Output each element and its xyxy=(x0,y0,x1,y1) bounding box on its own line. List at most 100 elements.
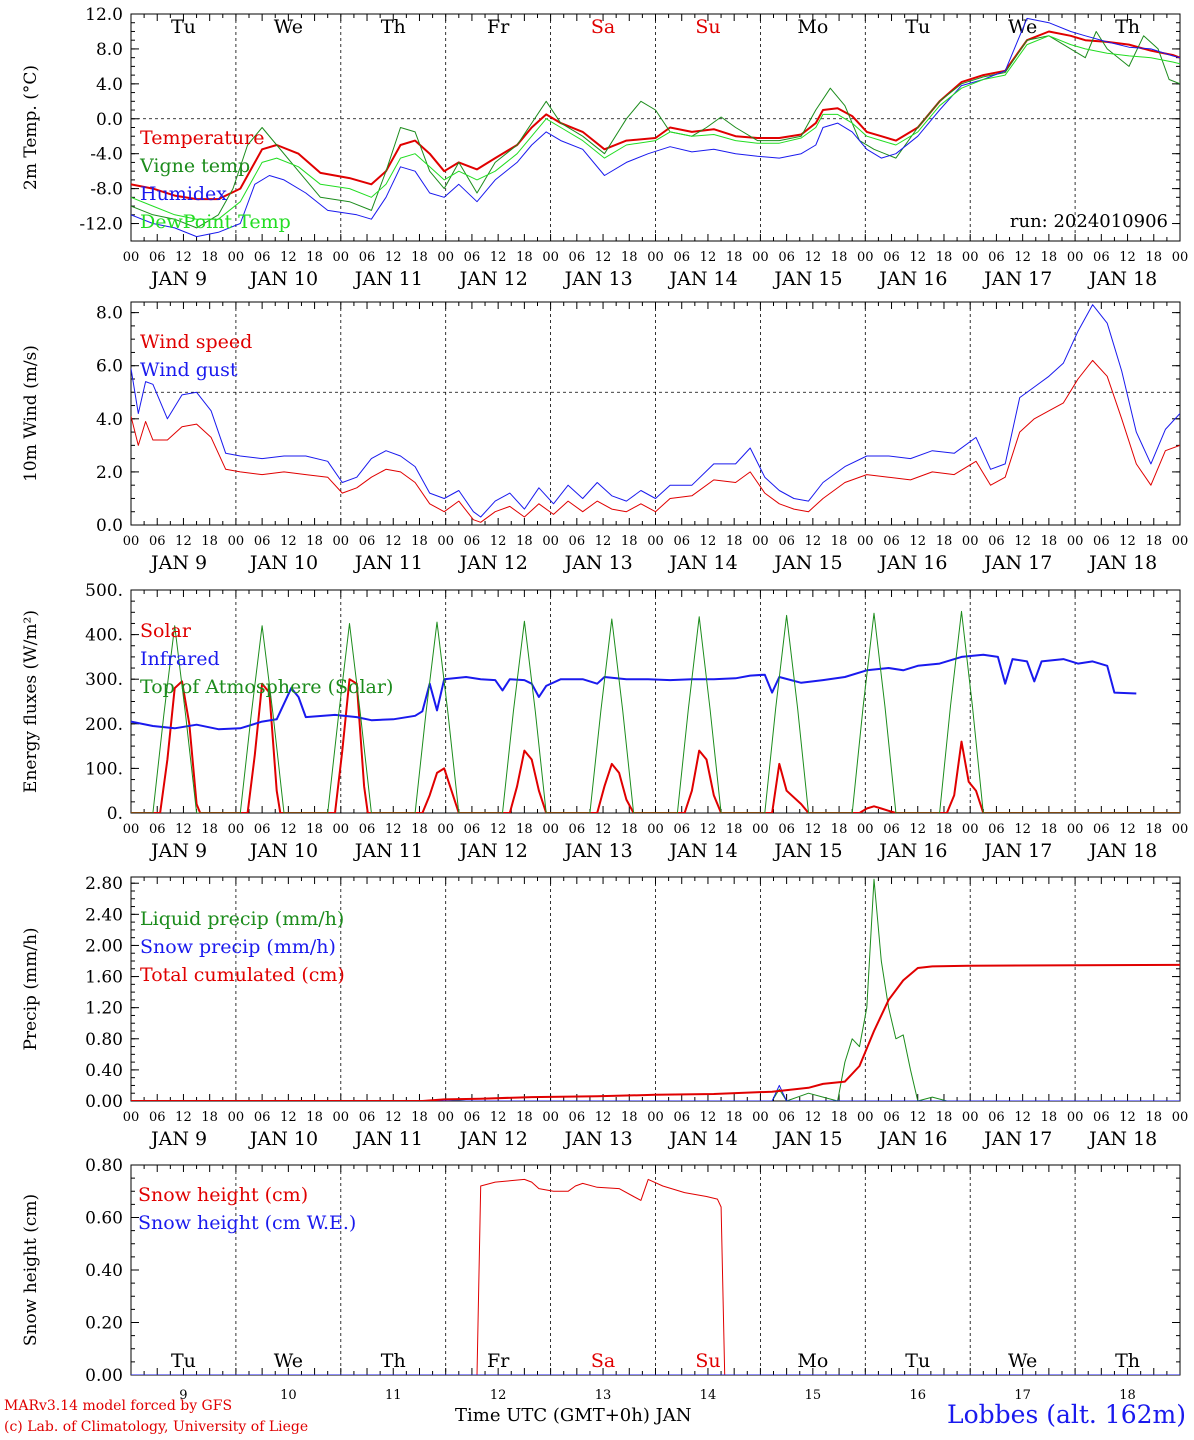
x-hour-label: 18 xyxy=(621,822,638,837)
x-hour-label: 18 xyxy=(831,250,848,265)
y-axis-label: Energy fluxes (W/m²) xyxy=(21,610,41,793)
x-hour-label: 06 xyxy=(1093,822,1110,837)
x-hour-label: 12 xyxy=(175,822,192,837)
x-hour-label: 00 xyxy=(228,534,245,549)
x-day-label: JAN 9 xyxy=(149,268,207,290)
x-day-label: JAN 18 xyxy=(1087,268,1157,290)
weekday-label: Th xyxy=(1115,16,1140,38)
x-hour-label: 06 xyxy=(1093,1110,1110,1125)
weekday-label: Mo xyxy=(797,1350,828,1372)
x-hour-label: 12 xyxy=(1014,822,1031,837)
legend-entry: Snow height (cm W.E.) xyxy=(138,1212,356,1234)
x-axis-title: Time UTC (GMT+0h) JAN xyxy=(455,1405,692,1426)
x-hour-label: 18 xyxy=(201,250,218,265)
legend-entry: Temperature xyxy=(140,127,264,149)
y-tick-label: 2.00 xyxy=(85,936,123,956)
y-tick-label: 0.00 xyxy=(85,1366,123,1386)
x-hour-label: 18 xyxy=(1041,822,1058,837)
x-hour-label: 12 xyxy=(1119,250,1136,265)
legend-entry: Top of Atmosphere (Solar) xyxy=(140,676,393,698)
x-day-label: JAN 9 xyxy=(149,840,207,862)
series-line-liquid-precip-mm-h- xyxy=(131,878,1180,1101)
x-day-label: JAN 15 xyxy=(772,1128,842,1150)
x-hour-label: 06 xyxy=(254,1110,271,1125)
weekday-label: Tu xyxy=(905,1350,930,1372)
x-hour-label: 06 xyxy=(673,534,690,549)
weekday-label: Th xyxy=(1115,1350,1140,1372)
x-hour-label: 00 xyxy=(857,250,874,265)
legend-entry: Wind gust xyxy=(140,359,238,381)
weekday-label: Th xyxy=(381,16,406,38)
x-hour-label: 18 xyxy=(936,1110,953,1125)
y-axis-label: Precip (mm/h) xyxy=(21,927,41,1050)
x-day-label: JAN 16 xyxy=(877,1128,947,1150)
x-hour-label: 12 xyxy=(175,250,192,265)
x-hour-label: 06 xyxy=(254,822,271,837)
x-hour-label: 06 xyxy=(1093,534,1110,549)
x-day-label: JAN 10 xyxy=(248,1128,318,1150)
x-day-label: JAN 14 xyxy=(667,840,737,862)
x-day-label: JAN 15 xyxy=(772,840,842,862)
x-hour-label: 06 xyxy=(988,822,1005,837)
x-hour-label: 00 xyxy=(1172,250,1189,265)
x-hour-label: 06 xyxy=(673,1110,690,1125)
weekday-label: We xyxy=(274,16,303,38)
x-hour-label: 00 xyxy=(647,1110,664,1125)
x-hour-label: 06 xyxy=(569,822,586,837)
x-day-label: JAN 11 xyxy=(353,552,423,574)
series-line-snow-precip-mm-h- xyxy=(131,1084,1180,1101)
x-hour-label: 06 xyxy=(883,534,900,549)
x-hour-label: 00 xyxy=(647,822,664,837)
x-hour-label: 00 xyxy=(333,534,350,549)
x-hour-label: 06 xyxy=(149,534,166,549)
x-hour-label: 12 xyxy=(909,1110,926,1125)
x-hour-label: 00 xyxy=(962,250,979,265)
x-hour-label: 00 xyxy=(647,250,664,265)
x-hour-label: 18 xyxy=(411,822,428,837)
x-hour-label: 00 xyxy=(228,822,245,837)
x-hour-label: 18 xyxy=(306,822,323,837)
x-day-label: JAN 11 xyxy=(353,268,423,290)
x-hour-label: 18 xyxy=(306,534,323,549)
x-hour-label: 12 xyxy=(490,250,507,265)
x-hour-label: 12 xyxy=(175,1110,192,1125)
weekday-label: Sa xyxy=(591,1350,615,1372)
y-tick-label: 0.80 xyxy=(85,1156,123,1176)
x-hour-label: 18 xyxy=(306,1110,323,1125)
x-hour-label: 12 xyxy=(700,534,717,549)
y-tick-label: 2.80 xyxy=(85,874,123,894)
chart-temp: 12.0 8.0 4.0 0.0 -4.0 -8.0 -12.0 2m Temp. (°C) T… xyxy=(21,5,1188,290)
y-axis-label: Snow height (cm) xyxy=(21,1194,41,1346)
x-day-number: 12 xyxy=(490,1388,507,1403)
weekday-label: We xyxy=(274,1350,303,1372)
x-hour-label: 00 xyxy=(1172,534,1189,549)
station-label: Lobbes (alt. 162m) xyxy=(946,1400,1186,1429)
x-hour-label: 00 xyxy=(437,250,454,265)
run-label: run: 2024010906 xyxy=(1010,211,1168,232)
legend-entry: Vigne temp xyxy=(139,155,250,177)
x-hour-label: 12 xyxy=(595,822,612,837)
x-hour-label: 12 xyxy=(700,250,717,265)
x-hour-label: 06 xyxy=(464,822,481,837)
x-hour-label: 06 xyxy=(778,1110,795,1125)
x-hour-label: 12 xyxy=(700,1110,717,1125)
legend-entry: Solar xyxy=(140,620,192,642)
x-hour-label: 18 xyxy=(306,250,323,265)
x-hour-label: 00 xyxy=(752,250,769,265)
x-hour-label: 00 xyxy=(542,250,559,265)
series-line-dewpoint-temp xyxy=(131,35,1180,220)
y-tick-label: 2.0 xyxy=(96,463,123,483)
x-hour-label: 06 xyxy=(149,822,166,837)
x-hour-label: 06 xyxy=(673,822,690,837)
x-day-label: JAN 15 xyxy=(772,268,842,290)
x-day-label: JAN 12 xyxy=(458,840,528,862)
x-hour-label: 18 xyxy=(936,534,953,549)
chart-snow: 0.80 0.60 0.40 0.20 0.00 Snow height (cm) Tu We… xyxy=(21,1156,1181,1403)
x-hour-label: 12 xyxy=(700,822,717,837)
series-line-temperature xyxy=(131,30,1180,201)
weekday-label: Su xyxy=(695,1350,720,1372)
weekday-label: Mo xyxy=(797,16,828,38)
x-hour-label: 00 xyxy=(542,1110,559,1125)
x-day-label: JAN 11 xyxy=(353,840,423,862)
x-day-label: JAN 17 xyxy=(982,1128,1052,1150)
